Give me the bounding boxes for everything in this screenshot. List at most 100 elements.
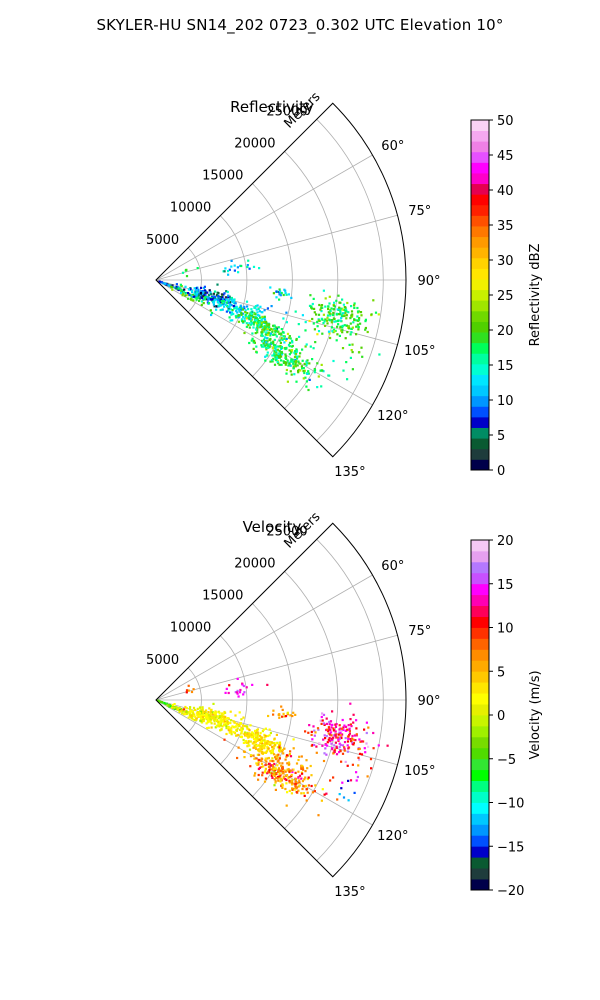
radar-gate-core-a [278,749,281,752]
radar-gate-core-b [324,743,327,746]
radar-gate-core-b [329,336,332,340]
radar-gate-arc-1 [210,708,213,711]
radar-gate-core-a [266,745,269,748]
radar-gate-arc-1 [225,290,228,293]
radar-gate-arc-1 [206,714,210,717]
radar-gate-core-a [254,740,257,744]
radar-gate-core-c [298,781,301,784]
radar-gate-arc-2 [233,732,237,735]
radar-gate-core-b [352,738,355,741]
radar-gate-core-a [258,323,261,326]
radar-gate-core-c [277,779,280,782]
radar-gate-arc-1 [201,706,204,709]
radar-gate-patch-d [292,747,295,750]
radar-gate-arc-1 [227,294,230,297]
radar-gate-core-a [246,745,249,748]
radar-gate-arc-1 [193,295,196,298]
radar-gate-core-c [279,344,282,348]
radar-gate-core-c [295,790,298,794]
radar-gate-core-c [305,799,308,802]
radar-gate-core-a [254,744,257,747]
radar-gate-core-c [290,351,293,354]
radar-gate-core-c [285,782,288,785]
radar-gate-line-edge [187,716,190,719]
radar-gate-core-c [274,346,277,349]
radar-gate-core-b [344,737,347,740]
radar-gate-arc-1 [184,285,187,288]
colorbar-segment [471,194,489,206]
radar-gate-core-b [333,301,336,304]
radar-gate-patch-d [295,350,298,353]
radar-gate-core-c [301,359,304,362]
radar-gate-core-c [305,788,308,791]
radar-gate-core-a [250,312,253,315]
radar-gate-north [246,265,249,269]
radar-gate-core-c [272,357,275,360]
colorbar-segment [471,660,489,672]
radar-gate-arc-2 [233,300,236,303]
radar-gate-core-b [327,738,330,741]
radar-gate-core-a [254,320,257,323]
colorbar-segment [471,151,489,163]
colorbar-segment [471,550,489,563]
radar-gate-core-a [245,317,248,320]
radar-gate-core-b [349,723,352,726]
radar-gate-arc-2 [226,305,229,308]
radar-gate-core-c [293,360,296,363]
radar-gate-core-c [258,766,261,769]
radar-gate-arc-1 [202,291,205,294]
radar-gate-core-c [289,370,292,373]
radar-gate-core-a [274,744,277,747]
radar-gate-core-c [276,775,280,779]
radar-gate-line-edge [191,294,194,297]
radar-gate-core-b [321,712,324,715]
radar-gate-line-edge [191,718,194,721]
radar-gate-north [239,688,242,692]
radar-gate-arc-2 [227,307,230,310]
colorbar-segment [471,879,489,891]
radar-gate-sparse-2 [347,799,350,802]
radar-gate-core-c [290,783,294,786]
radar-gate-arc-2 [233,298,236,301]
radar-gate-core-b [321,318,324,321]
radar-gate-core-b [328,311,331,314]
radar-gate-patch-e [287,293,290,296]
radar-gate-arc-2 [224,303,227,306]
radar-gate-core-c [298,774,302,777]
radar-gate-core-a [255,322,258,325]
radar-gate-arc-2 [246,727,249,730]
radar-gate-core-b [352,713,355,716]
radar-gate-core-c [303,369,306,372]
radar-gate-core-a [254,318,258,322]
radar-gate-arc-2 [255,308,258,311]
radar-gate-core-c [260,345,264,348]
radar-gate-arc-2 [243,731,247,734]
radar-gate-arc-1 [213,300,216,303]
radar-gate-core-c [252,347,255,350]
radar-gate-core-b [369,758,373,761]
radar-gate-sparse-1 [332,776,335,779]
radar-gate-core-b [320,304,324,307]
radar-gate-core-c [291,360,294,363]
radar-gate-core-a [261,751,264,754]
radar-gate-arc-1 [206,713,209,716]
radar-gate-line-edge [210,311,213,315]
radar-gate-arc-1 [210,715,213,718]
radar-gate-arc-2 [230,733,233,736]
radar-gate-arc-1 [216,283,219,286]
radar-gate-core-b [330,742,333,745]
colorbar-segment [471,363,489,375]
radar-gate-core-b [343,749,346,752]
radar-gate-core-c [294,771,297,774]
radar-gate-patch-d [300,767,303,770]
radar-gate-core-c [261,771,264,774]
radar-gate-line-edge [170,285,173,288]
radar-gate-arc-1 [228,298,231,301]
radar-gate-arc-2 [285,321,288,324]
radar-gate-arc-2 [191,291,194,294]
colorbar-segment [471,416,489,428]
radar-gate-core-c [288,770,291,774]
colorbar-tick-label: 5 [497,429,505,444]
radar-gate-core-a [240,320,244,323]
radar-gate-arc-1 [217,294,220,297]
